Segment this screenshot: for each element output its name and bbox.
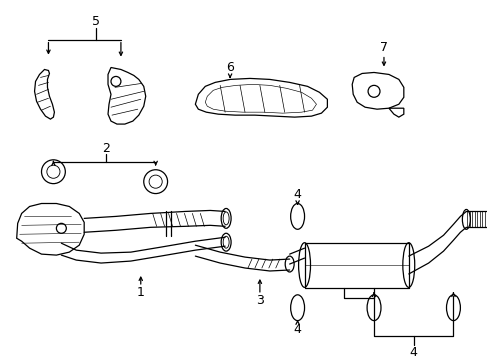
Text: 5: 5 bbox=[92, 15, 100, 28]
Text: 1: 1 bbox=[137, 286, 144, 299]
Text: 3: 3 bbox=[255, 294, 264, 307]
Text: 4: 4 bbox=[293, 188, 301, 201]
Text: 4: 4 bbox=[293, 323, 301, 336]
Text: 7: 7 bbox=[379, 41, 387, 54]
Text: 6: 6 bbox=[226, 61, 234, 74]
Text: 4: 4 bbox=[409, 346, 417, 359]
Text: 2: 2 bbox=[102, 143, 110, 156]
